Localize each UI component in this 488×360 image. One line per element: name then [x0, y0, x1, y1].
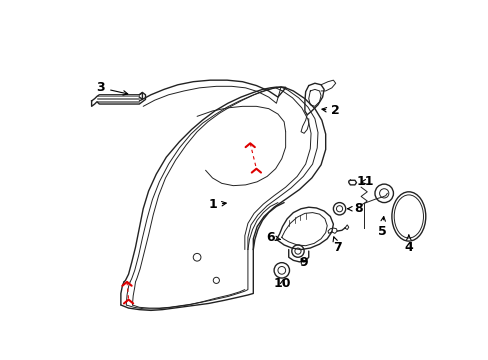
Text: 3: 3 [96, 81, 127, 95]
Text: 4: 4 [404, 235, 412, 254]
Text: 1: 1 [208, 198, 226, 211]
Text: 11: 11 [355, 175, 373, 188]
Text: 8: 8 [347, 202, 363, 215]
Text: 2: 2 [321, 104, 339, 117]
Text: 6: 6 [265, 231, 280, 244]
Text: 9: 9 [299, 256, 307, 269]
Text: 7: 7 [332, 237, 341, 254]
Text: 10: 10 [273, 277, 291, 290]
Text: 5: 5 [377, 217, 386, 238]
